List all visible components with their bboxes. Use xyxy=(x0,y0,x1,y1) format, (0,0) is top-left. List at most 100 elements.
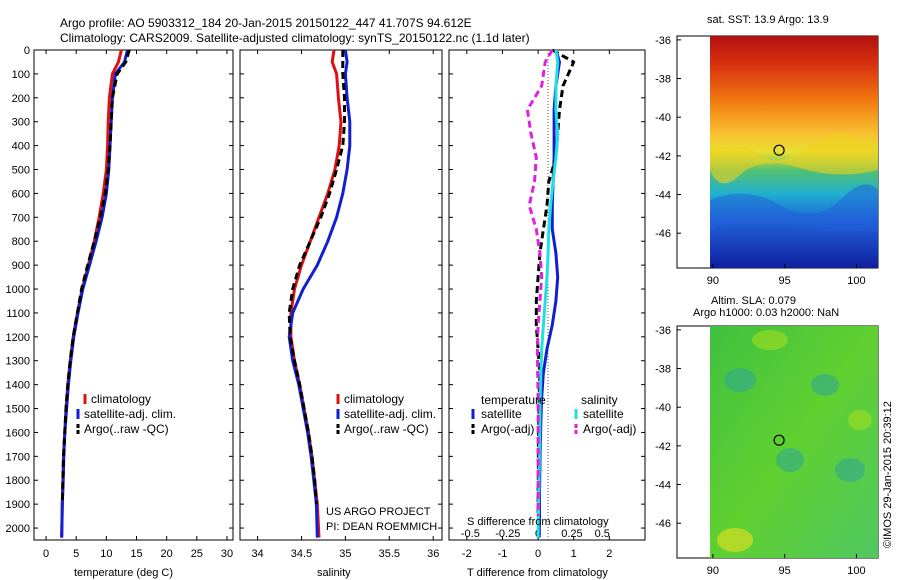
y-tick-label: 1500 xyxy=(6,404,30,416)
x-tick-label: 2 xyxy=(606,548,612,560)
y-tick-label: 700 xyxy=(12,212,30,224)
temperature-axes-frame xyxy=(33,49,234,541)
project-annotation: US ARGO PROJECT xyxy=(326,506,431,518)
s-tick-label: 0.5 xyxy=(595,528,610,540)
series-line xyxy=(287,50,346,505)
series-line xyxy=(525,49,554,517)
map-y-tick-label: -36 xyxy=(655,325,671,337)
temperature-series xyxy=(60,49,131,538)
series-line xyxy=(536,49,560,538)
difference-series xyxy=(525,48,576,538)
sla-high xyxy=(717,528,753,552)
legend-label-s-satellite: satellite xyxy=(583,407,624,421)
map-y-tick-label: -46 xyxy=(655,518,671,530)
x-tick-label: 1 xyxy=(571,548,577,560)
salinity-ticks: 34 34.5 35 35.5 36 xyxy=(240,49,442,560)
x-tick-label: 5 xyxy=(73,548,79,560)
y-tick-label: 1100 xyxy=(6,308,30,320)
legend-title-temperature: temperature xyxy=(481,393,546,407)
legend-label-t-argo: Argo(-adj) xyxy=(481,422,534,436)
map-y-tick-label: -44 xyxy=(655,480,671,492)
y-tick-label: 1900 xyxy=(6,499,30,511)
y-tick-label: 1300 xyxy=(6,356,30,368)
y-tick-label: 0 xyxy=(24,45,30,57)
sla-argo-marker xyxy=(773,434,785,446)
legend-label-climatology: climatology xyxy=(344,392,404,406)
sla-eddy xyxy=(724,368,756,392)
map-y-tick-label: -36 xyxy=(655,35,671,47)
map-x-tick-label: 90 xyxy=(707,275,719,287)
s-difference-label: S difference from climatology xyxy=(467,516,609,528)
y-tick-label: 1400 xyxy=(6,380,30,392)
sst-argo-marker xyxy=(773,144,785,156)
x-tick-label: -2 xyxy=(462,548,472,560)
sla-map-panel: Altim. SLA: 0.079 Argo h1000: 0.03 h2000… xyxy=(655,295,879,577)
y-tick-label: 900 xyxy=(12,260,30,272)
x-tick-label: 35 xyxy=(339,548,351,560)
s-tick-label: -0.5 xyxy=(461,528,480,540)
map-y-tick-label: -40 xyxy=(655,402,671,414)
sst-front-band xyxy=(710,133,878,184)
map-y-tick-label: -38 xyxy=(655,364,671,376)
y-tick-label: 300 xyxy=(12,117,30,129)
series-line xyxy=(287,49,352,538)
salinity-xlabel: salinity xyxy=(317,567,351,579)
salinity-series xyxy=(287,49,352,538)
y-tick-label: 2000 xyxy=(6,523,30,535)
legend-label-s-argo: Argo(-adj) xyxy=(583,422,636,436)
map-y-tick-label: -42 xyxy=(655,441,671,453)
y-tick-label: 1800 xyxy=(6,475,30,487)
title-line-2: Climatology: CARS2009. Satellite-adjuste… xyxy=(60,31,530,45)
y-tick-label: 1200 xyxy=(6,332,30,344)
x-tick-label: 20 xyxy=(161,548,173,560)
map-y-tick-label: -42 xyxy=(655,151,671,163)
legend-title-salinity: salinity xyxy=(581,393,618,407)
series-line xyxy=(534,48,576,517)
y-tick-label: 800 xyxy=(12,236,30,248)
salinity-panel: 34 34.5 35 35.5 36 salinity climatology sate… xyxy=(239,49,443,579)
map-y-tick-label: -46 xyxy=(655,228,671,240)
y-tick-label: 200 xyxy=(12,93,30,105)
map-y-tick-label: -40 xyxy=(655,112,671,124)
map-y-tick-label: -44 xyxy=(655,190,671,202)
map-x-tick-label: 90 xyxy=(707,565,719,577)
sst-map-ticks: 90 95 100 -36 -38 -40 -42 -44 -46 xyxy=(655,35,866,287)
legend-label-t-satellite: satellite xyxy=(481,407,522,421)
x-tick-label: 15 xyxy=(130,548,142,560)
y-tick-label: 1000 xyxy=(6,284,30,296)
sla-map-field xyxy=(710,326,878,558)
x-tick-label: -1 xyxy=(498,548,508,560)
t-difference-label: T difference from climatology xyxy=(467,567,608,579)
series-line xyxy=(60,49,131,505)
temperature-legend: climatology satellite-adj. clim. Argo(..… xyxy=(76,392,176,436)
temperature-panel: 0100200300400500600700800900100011001200… xyxy=(6,45,234,579)
pi-annotation: PI: DEAN ROEMMICH xyxy=(326,521,437,533)
legend-label-satellite: satellite-adj. clim. xyxy=(84,407,176,421)
difference-ticks: -2 -1 0 1 2-0.5 -0.25 0 0.25 0.5 xyxy=(449,49,645,560)
sst-map-title: sat. SST: 13.9 Argo: 13.9 xyxy=(707,14,829,26)
sla-high xyxy=(752,330,788,350)
legend-label-satellite: satellite-adj. clim. xyxy=(344,407,436,421)
title-line-1: Argo profile: AO 5903312_184 20-Jan-2015… xyxy=(60,16,472,30)
temperature-ticks: 0100200300400500600700800900100011001200… xyxy=(6,45,234,560)
sla-eddy xyxy=(835,458,865,482)
map-x-tick-label: 95 xyxy=(779,565,791,577)
legend-label-argo: Argo(..raw -QC) xyxy=(84,422,169,436)
y-tick-label: 100 xyxy=(12,69,30,81)
map-y-tick-label: -38 xyxy=(655,74,671,86)
sst-map-panel: sat. SST: 13.9 Argo: 13.9 90 95 100 -36 -38 -… xyxy=(655,14,879,287)
s-tick-label: 0.25 xyxy=(561,528,582,540)
x-tick-label: 36 xyxy=(427,548,439,560)
x-tick-label: 0 xyxy=(43,548,49,560)
map-x-tick-label: 95 xyxy=(779,275,791,287)
sla-eddy xyxy=(776,448,804,472)
sla-high xyxy=(848,410,872,430)
legend-label-argo: Argo(..raw -QC) xyxy=(344,422,429,436)
sla-map-title-2: Argo h1000: 0.03 h2000: NaN xyxy=(693,307,839,319)
sst-cold-band xyxy=(710,184,878,232)
x-tick-label: 34 xyxy=(251,548,263,560)
x-tick-label: 0 xyxy=(535,548,541,560)
difference-legend: temperature salinity satellite Argo(-adj… xyxy=(471,393,636,436)
y-tick-label: 600 xyxy=(12,188,30,200)
